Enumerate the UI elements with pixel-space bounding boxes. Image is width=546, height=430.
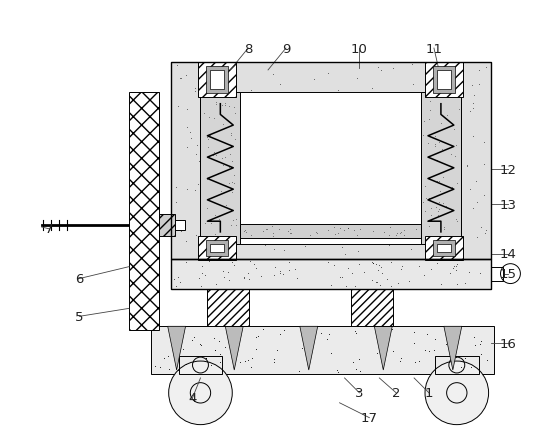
Text: 10: 10 (351, 43, 368, 55)
Bar (206, 240, 228, 256)
Bar (171, 259, 491, 289)
Polygon shape (300, 326, 318, 370)
Bar (129, 92, 159, 331)
Bar (151, 326, 494, 374)
Text: 6: 6 (75, 273, 84, 286)
Text: 12: 12 (500, 163, 517, 176)
Bar (200, 92, 461, 244)
Bar (210, 71, 224, 89)
Bar (171, 63, 491, 259)
Bar (210, 244, 224, 252)
Polygon shape (444, 326, 462, 370)
Text: 8: 8 (244, 43, 252, 55)
Bar (240, 224, 421, 238)
Text: 15: 15 (500, 267, 517, 280)
Bar (352, 289, 393, 326)
Text: 1: 1 (425, 387, 433, 399)
Polygon shape (375, 326, 392, 370)
Text: 4: 4 (188, 391, 197, 404)
Text: 2: 2 (392, 387, 400, 399)
Text: 16: 16 (500, 337, 517, 350)
Bar (171, 259, 491, 289)
Bar (437, 244, 451, 252)
Circle shape (425, 361, 489, 425)
Bar (199, 63, 236, 98)
Bar (200, 92, 240, 244)
Bar (435, 356, 479, 374)
Bar (206, 67, 228, 94)
Text: 9: 9 (282, 43, 290, 55)
Polygon shape (168, 326, 186, 370)
Polygon shape (225, 326, 243, 370)
Text: 14: 14 (500, 248, 517, 261)
Bar (425, 237, 463, 260)
Bar (425, 63, 463, 98)
Bar (421, 92, 461, 244)
Bar (159, 215, 175, 236)
Circle shape (169, 361, 232, 425)
Text: 13: 13 (500, 198, 517, 211)
Text: 7: 7 (45, 223, 54, 236)
Bar (491, 267, 502, 281)
Bar (433, 240, 455, 256)
Text: 17: 17 (361, 411, 378, 424)
Bar (199, 237, 236, 260)
Text: 3: 3 (355, 387, 364, 399)
Bar (179, 356, 222, 374)
Bar (433, 67, 455, 94)
Text: 5: 5 (75, 310, 84, 323)
Bar (171, 63, 491, 259)
Bar (207, 289, 249, 326)
Bar (437, 71, 451, 89)
Text: 11: 11 (425, 43, 442, 55)
Bar (175, 221, 185, 230)
